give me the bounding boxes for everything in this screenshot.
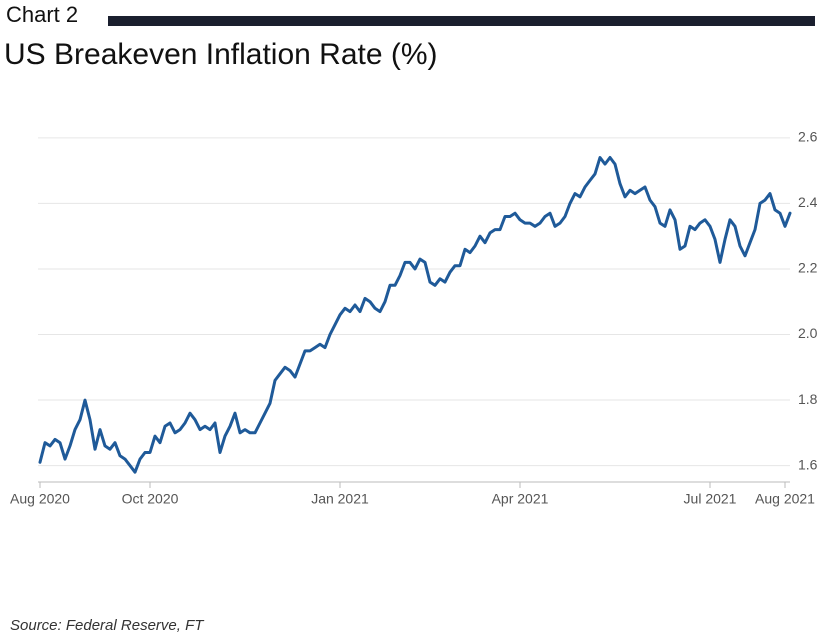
x-tick-label: Aug 2021 <box>755 491 815 507</box>
y-tick-label: 1.8 <box>798 391 818 407</box>
y-tick-label: 1.6 <box>798 456 818 472</box>
y-tick-label: 2.6 <box>798 129 818 145</box>
chart-label: Chart 2 <box>6 2 78 27</box>
y-tick-label: 2.0 <box>798 325 818 341</box>
y-tick-label: 2.2 <box>798 260 818 276</box>
x-tick-label: Jul 2021 <box>684 491 737 507</box>
x-tick-label: Oct 2020 <box>122 491 179 507</box>
line <box>38 156 792 474</box>
source: Source: Federal Reserve, FT <box>10 617 205 634</box>
x-tick-label: Aug 2020 <box>10 491 70 507</box>
y-tick-label: 2.4 <box>798 194 818 210</box>
chart-title: US Breakeven Inflation Rate (%) <box>4 38 438 71</box>
x-tick-label: Jan 2021 <box>311 491 369 507</box>
header-bar <box>108 16 815 26</box>
x-tick-label: Apr 2021 <box>492 491 549 507</box>
